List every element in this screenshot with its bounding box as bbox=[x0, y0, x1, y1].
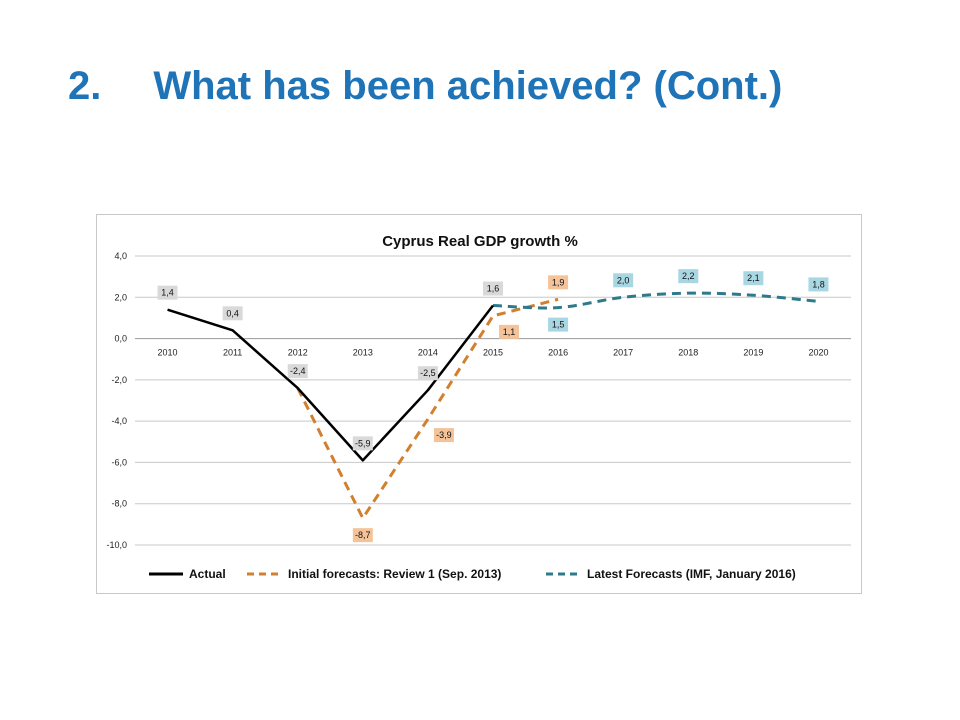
y-tick-label: 0,0 bbox=[114, 334, 127, 344]
legend-label: Initial forecasts: Review 1 (Sep. 2013) bbox=[288, 567, 501, 581]
data-label: 1,8 bbox=[812, 279, 825, 289]
data-label-box bbox=[352, 436, 373, 451]
y-tick-label: -2,0 bbox=[111, 375, 127, 385]
slide-heading: What has been achieved? (Cont.) bbox=[153, 64, 783, 108]
chart-title: Cyprus Real GDP growth % bbox=[382, 233, 578, 250]
data-label: -5,9 bbox=[355, 438, 371, 448]
data-label-box bbox=[222, 306, 243, 321]
data-label-box bbox=[483, 281, 503, 296]
slide-title: 2. What has been achieved? (Cont.) bbox=[68, 64, 782, 109]
data-label: 0,4 bbox=[226, 308, 239, 318]
data-label: 1,5 bbox=[552, 320, 565, 330]
data-label: 2,2 bbox=[682, 271, 695, 281]
data-label-box bbox=[678, 269, 699, 284]
x-tick-label: 2017 bbox=[613, 348, 633, 358]
data-label: -2,5 bbox=[420, 368, 436, 378]
data-label-box bbox=[287, 364, 308, 379]
series-line-initial-forecasts-review-1-sep-2013 bbox=[296, 297, 559, 520]
slide-number: 2. bbox=[68, 64, 102, 108]
x-tick-label: 2014 bbox=[418, 348, 438, 358]
data-label: -2,4 bbox=[290, 366, 306, 376]
gdp-chart-svg: Cyprus Real GDP growth % 4,0 2,0 0,0 -2,0 -4… bbox=[106, 233, 851, 581]
data-label-box bbox=[417, 366, 438, 381]
y-tick-label: 4,0 bbox=[114, 251, 127, 261]
data-label-box bbox=[613, 273, 634, 288]
data-label-box bbox=[743, 271, 764, 286]
data-label-box bbox=[548, 317, 569, 332]
y-tick-label: -6,0 bbox=[111, 457, 127, 467]
data-label: 1,6 bbox=[487, 284, 500, 294]
x-tick-label: 2018 bbox=[678, 348, 698, 358]
x-tick-label: 2011 bbox=[223, 348, 242, 358]
data-label-box bbox=[548, 275, 569, 290]
legend-label: Latest Forecasts (IMF, January 2016) bbox=[587, 567, 796, 581]
data-label: 1,4 bbox=[161, 288, 174, 298]
data-label-box bbox=[808, 277, 829, 292]
data-label-box bbox=[352, 528, 373, 543]
x-tick-label: 2012 bbox=[288, 348, 308, 358]
gdp-chart: Cyprus Real GDP growth % 4,0 2,0 0,0 -2,0 -4… bbox=[96, 214, 862, 594]
x-tick-label: 2019 bbox=[743, 348, 763, 358]
data-label: 1,1 bbox=[503, 327, 516, 337]
y-tick-label: -10,0 bbox=[106, 540, 127, 550]
x-tick-label: 2013 bbox=[353, 348, 373, 358]
data-label-box bbox=[157, 285, 178, 300]
series-line-actual bbox=[167, 304, 494, 462]
data-label: -8,7 bbox=[355, 530, 371, 540]
data-label: 2,0 bbox=[617, 275, 630, 285]
data-label-box bbox=[499, 324, 519, 339]
x-tick-label: 2016 bbox=[548, 348, 568, 358]
data-label-box bbox=[433, 428, 454, 443]
y-tick-label: -8,0 bbox=[111, 499, 127, 509]
y-tick-label: 2,0 bbox=[114, 292, 127, 302]
data-label: -3,9 bbox=[436, 430, 452, 440]
x-tick-label: 2015 bbox=[483, 348, 503, 358]
series-line-latest-forecasts-imf-january-2016 bbox=[492, 291, 819, 310]
legend-label: Actual bbox=[189, 567, 226, 581]
x-tick-label: 2010 bbox=[158, 348, 178, 358]
data-label: 2,1 bbox=[747, 273, 760, 283]
y-tick-label: -4,0 bbox=[111, 416, 127, 426]
x-tick-label: 2020 bbox=[808, 348, 828, 358]
data-label: 1,9 bbox=[552, 277, 565, 287]
